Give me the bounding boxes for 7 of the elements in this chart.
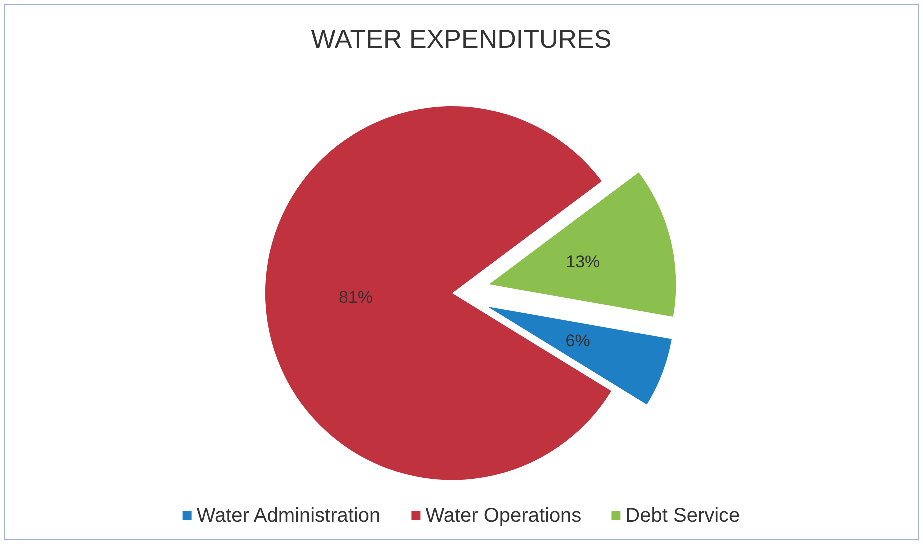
data-label: 6% xyxy=(566,332,590,351)
legend-label: Debt Service xyxy=(626,505,740,527)
legend-label: Water Operations xyxy=(426,505,582,527)
legend-label: Water Administration xyxy=(196,505,381,527)
data-label: 81% xyxy=(339,288,374,308)
chart-title: WATER EXPENDITURES xyxy=(311,24,612,54)
data-label: 13% xyxy=(566,252,600,272)
